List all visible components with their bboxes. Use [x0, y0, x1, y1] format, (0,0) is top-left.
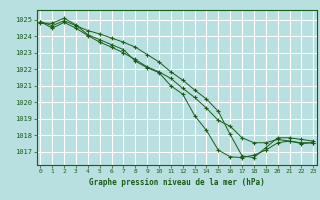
X-axis label: Graphe pression niveau de la mer (hPa): Graphe pression niveau de la mer (hPa): [89, 178, 265, 187]
